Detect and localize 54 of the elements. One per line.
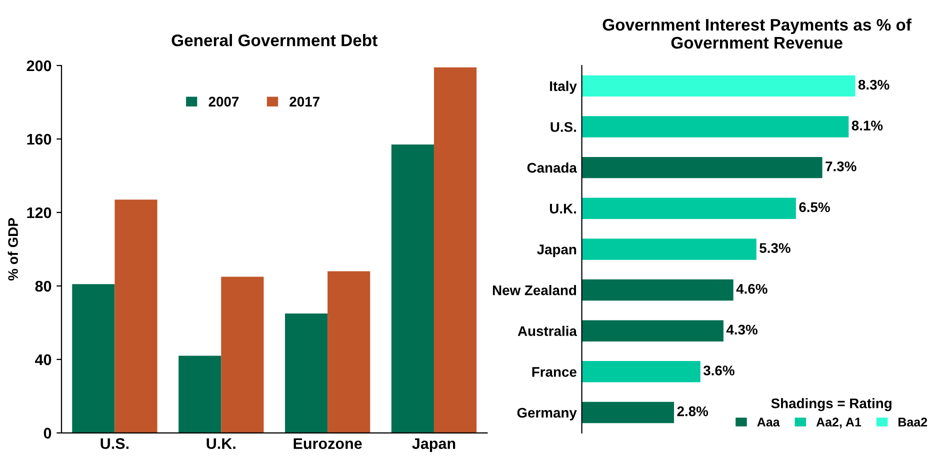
y-tick-label: 80	[35, 280, 52, 292]
y-tick-label: 120	[27, 207, 52, 218]
data-label: 8.3%	[858, 80, 890, 90]
bar	[221, 276, 264, 433]
data-label: 8.1%	[852, 120, 883, 130]
data-label: 4.6%	[736, 284, 768, 294]
data-label: 5.3%	[760, 243, 790, 253]
data-label: 3.6%	[703, 366, 734, 376]
bar	[114, 200, 158, 433]
chart-title: Government Interest Payments as % of Government Revenue	[602, 18, 912, 49]
bar	[582, 279, 734, 301]
legend-label: Aaa	[757, 418, 780, 427]
y-tick-label: France	[532, 367, 576, 377]
y-tick-label: Japan	[537, 244, 576, 258]
bar	[582, 361, 700, 382]
x-tick-label: Japan	[412, 438, 456, 452]
y-tick-label: 40	[35, 354, 52, 366]
x-tick-label: U.S.	[100, 438, 129, 449]
y-tick-label: 0	[44, 428, 52, 439]
data-label: 7.3%	[826, 161, 856, 172]
x-tick-label: U.K.	[206, 438, 236, 449]
bar	[284, 314, 328, 433]
bar	[391, 144, 434, 433]
chart-title: General Government Debt	[172, 34, 378, 46]
bar	[582, 402, 674, 424]
y-tick-label: Canada	[527, 162, 578, 173]
y-tick-label: U.S.	[550, 122, 576, 132]
bar	[434, 67, 477, 433]
y-tick-label: Australia	[518, 326, 578, 336]
y-axis-title: % of GDP	[8, 218, 18, 280]
legend-label: 2007	[208, 96, 239, 107]
data-label: 4.3%	[726, 324, 758, 335]
y-tick-label: Italy	[550, 80, 577, 94]
y-tick-label: 160	[27, 134, 52, 145]
bar	[582, 75, 856, 97]
y-tick-label: 200	[26, 60, 52, 72]
bar	[178, 356, 222, 433]
legend-label: Aa2, A1	[816, 418, 862, 428]
y-tick-label: U.K.	[550, 204, 576, 214]
bar	[582, 198, 796, 220]
data-label: 2.8%	[677, 406, 708, 416]
bar	[582, 238, 756, 260]
bar	[582, 156, 822, 178]
y-tick-label: New Zealand	[492, 284, 576, 296]
legend-title: Shadings = Rating	[771, 398, 892, 412]
bar	[582, 116, 849, 138]
bar	[582, 320, 724, 342]
legend-label: 2017	[290, 96, 320, 107]
legend-label: Baa2	[898, 418, 928, 427]
x-tick-label: Eurozone	[294, 438, 362, 449]
bar	[328, 271, 370, 433]
data-label: 6.5%	[799, 202, 830, 212]
y-tick-label: Germany	[517, 408, 577, 420]
bar	[72, 284, 115, 433]
